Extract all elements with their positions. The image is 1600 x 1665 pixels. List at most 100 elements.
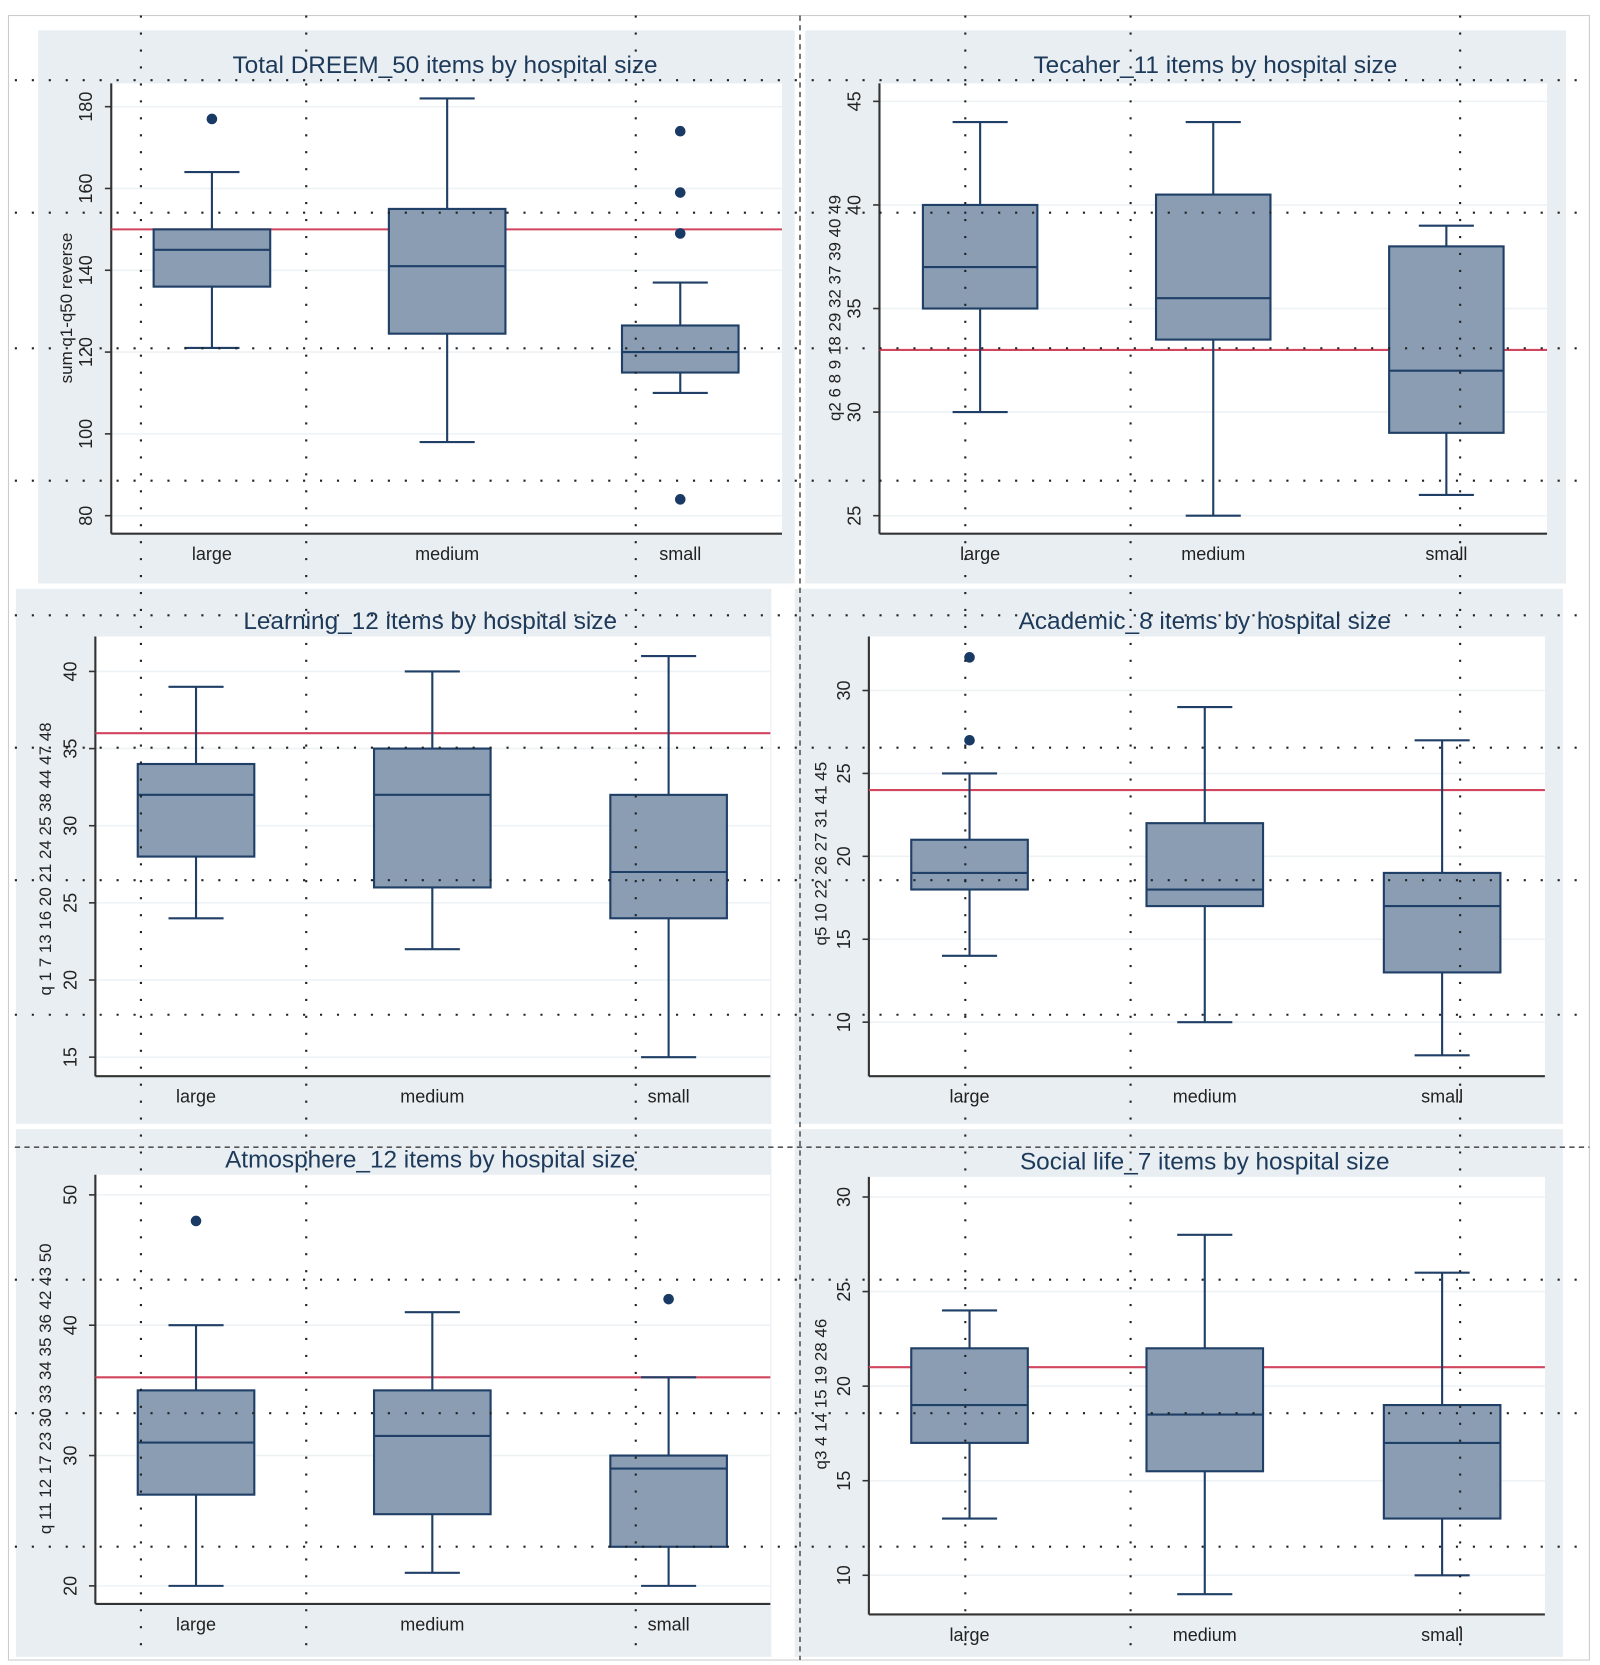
y-axis-label: q3 4 14 15 19 28 46 (811, 1319, 830, 1470)
outlier-point (674, 187, 686, 198)
x-tick-label: medium (1173, 1087, 1237, 1107)
iqr-box (910, 1347, 1029, 1444)
x-tick-label: large (960, 544, 1000, 564)
x-tick-label: small (659, 544, 701, 564)
box-small (609, 654, 728, 1059)
box-plot-panel-6: Social life_7 items by hospital size q3 4… (794, 1129, 1563, 1657)
y-tick-label: 30 (834, 1187, 854, 1207)
y-tick-label: 15 (834, 1471, 854, 1491)
outlier-point (190, 1215, 202, 1227)
x-tick-label: large (176, 1087, 216, 1107)
box-large (921, 121, 1039, 414)
y-tick-label: 35 (60, 739, 80, 759)
y-tick-label: 45 (844, 91, 864, 111)
outlier-point (964, 734, 975, 746)
outer-frame (7, 15, 1590, 1661)
chart-title: Total DREEM_50 items by hospital size (232, 52, 657, 79)
y-tick-label: 15 (834, 929, 854, 949)
y-tick-label: 20 (834, 1376, 854, 1396)
y-tick-label: 180 (76, 92, 96, 122)
iqr-box (609, 793, 728, 920)
box-small (1382, 739, 1502, 1057)
x-tick-label: small (1421, 1625, 1463, 1645)
box-large (152, 113, 272, 350)
iqr-box (387, 207, 507, 335)
x-tick-label: small (1421, 1087, 1463, 1107)
box-plot-panel-2: Tecaher_11 items by hospital size q2 6 8 … (805, 30, 1567, 584)
outlier-point (674, 494, 686, 505)
iqr-box (620, 324, 740, 374)
outlier-point (674, 125, 686, 137)
box-small (1388, 224, 1505, 497)
iqr-box (1145, 822, 1265, 908)
box-medium (1145, 1233, 1265, 1596)
box-small (620, 125, 740, 505)
y-axis-label: sum q1-q50 reverse (57, 233, 76, 384)
y-axis-label: q 1 7 13 16 20 21 24 25 38 44 47 48 (36, 722, 55, 995)
iqr-box (372, 1389, 492, 1516)
y-tick-label: 30 (60, 1446, 80, 1466)
outlier-point (674, 228, 686, 239)
iqr-box (1382, 871, 1502, 974)
y-axis-label: q5 10 22 26 27 31 41 45 (811, 762, 830, 946)
outlier-point (206, 113, 218, 125)
y-tick-label: 20 (834, 846, 854, 866)
y-tick-label: 50 (60, 1185, 80, 1205)
iqr-box (152, 228, 272, 288)
chart-title: Atmosphere_12 items by hospital size (225, 1146, 635, 1173)
y-tick-label: 20 (60, 1576, 80, 1596)
y-tick-label: 25 (834, 1282, 854, 1302)
x-tick-label: medium (415, 544, 479, 564)
box-plot-panel-3: Learning_12 items by hospital size q 1 7 … (15, 588, 772, 1124)
outlier-point (964, 652, 975, 663)
box-plot-panel-1: Total DREEM_50 items by hospital size sum… (38, 30, 795, 584)
x-tick-label: small (1425, 544, 1467, 564)
x-tick-label: medium (400, 1614, 464, 1634)
y-tick-label: 15 (60, 1047, 80, 1067)
y-tick-label: 30 (834, 680, 854, 700)
iqr-box (609, 1454, 728, 1548)
y-tick-label: 40 (844, 195, 864, 215)
box-plot-panel-4: Academic_8 items by hospital size q5 10 2… (794, 588, 1563, 1124)
chart-title: Tecaher_11 items by hospital size (1033, 52, 1397, 79)
box-medium (1145, 706, 1265, 1024)
x-tick-label: small (648, 1087, 690, 1107)
y-tick-label: 20 (60, 970, 80, 990)
y-tick-label: 35 (844, 299, 864, 319)
box-large (136, 1215, 256, 1587)
y-tick-label: 80 (76, 506, 96, 526)
y-axis-label: q2 6 8 9 18 29 32 37 39 40 49 (825, 195, 844, 421)
iqr-box (921, 203, 1039, 310)
box-small (1382, 1271, 1502, 1577)
y-tick-label: 120 (76, 337, 96, 367)
box-small (609, 1293, 728, 1587)
chart-title: Academic_8 items by hospital size (1019, 608, 1391, 635)
x-tick-label: small (648, 1614, 690, 1634)
y-tick-label: 30 (60, 816, 80, 836)
x-tick-label: medium (400, 1087, 464, 1107)
iqr-box (1145, 1347, 1265, 1473)
y-tick-label: 10 (834, 1012, 854, 1032)
box-medium (372, 670, 492, 951)
box-large (910, 1309, 1029, 1520)
chart-title: Learning_12 items by hospital size (243, 608, 617, 635)
box-medium (387, 97, 507, 444)
iqr-box (372, 747, 492, 889)
y-tick-label: 40 (60, 661, 80, 681)
outlier-point (663, 1293, 674, 1305)
box-large (136, 685, 256, 920)
x-tick-label: large (176, 1614, 216, 1634)
y-tick-label: 25 (834, 763, 854, 783)
box-medium (1154, 121, 1272, 517)
y-tick-label: 25 (844, 506, 864, 526)
iqr-box (1382, 1403, 1502, 1520)
y-tick-label: 100 (76, 419, 96, 449)
iqr-box (910, 838, 1029, 891)
chart-title: Social life_7 items by hospital size (1020, 1148, 1390, 1175)
y-tick-label: 25 (60, 893, 80, 913)
y-tick-label: 160 (76, 173, 96, 203)
iqr-box (136, 762, 256, 858)
x-tick-label: medium (1173, 1625, 1237, 1645)
y-tick-label: 40 (60, 1315, 80, 1335)
